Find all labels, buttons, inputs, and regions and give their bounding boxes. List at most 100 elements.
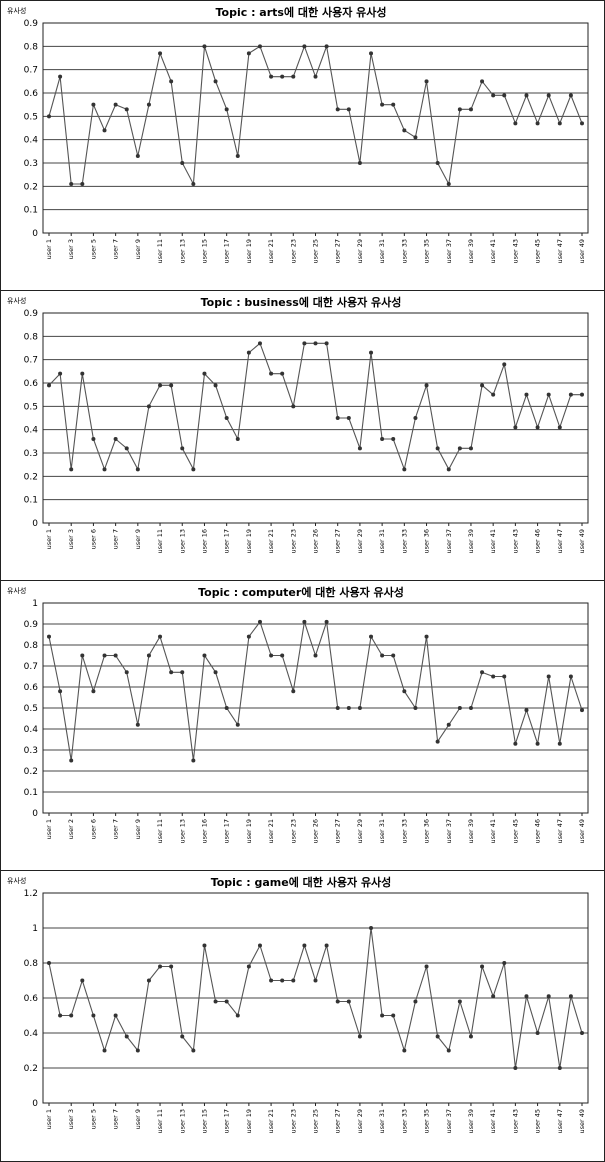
data-point	[202, 44, 207, 49]
data-point	[80, 182, 85, 186]
data-point	[557, 121, 562, 126]
x-tick-label: user 15	[200, 239, 208, 264]
y-tick-label: 0.4	[24, 426, 39, 436]
x-tick-label: user 6	[89, 819, 97, 839]
data-point	[491, 994, 496, 999]
plot-frame	[42, 22, 589, 234]
data-point	[468, 446, 473, 451]
x-tick-label: user 3	[67, 529, 75, 549]
data-point	[402, 689, 407, 694]
chart-svg: Topic : game에 대한 사용자 유사성 유사성 0 0.2 0.4 0.6 0.8…	[7, 875, 589, 1134]
data-point	[480, 964, 485, 969]
data-point	[568, 93, 573, 98]
x-tick-label: user 26	[312, 819, 320, 844]
y-tick-label: 0	[32, 1099, 38, 1109]
data-point	[58, 371, 63, 376]
data-point	[58, 74, 63, 79]
data-point	[47, 961, 51, 965]
data-point	[91, 102, 96, 107]
data-point	[158, 383, 163, 388]
data-point	[524, 93, 529, 98]
x-tick-label: user 16	[200, 529, 208, 554]
x-tick-label: user 3	[67, 239, 75, 259]
data-point	[502, 674, 507, 679]
data-point	[135, 1048, 140, 1053]
x-tick-label: user 7	[112, 239, 120, 259]
x-tick-label: user 39	[467, 239, 475, 264]
x-tick-label: user 2	[67, 819, 75, 839]
x-tick-label: user 46	[534, 529, 542, 554]
data-point	[380, 102, 385, 107]
x-tick-label: user 26	[312, 529, 320, 554]
chart-title: Topic : computer에 대한 사용자 유사성	[198, 585, 404, 599]
data-point	[180, 670, 185, 675]
y-tick-label: 0.7	[24, 662, 38, 672]
y-tick-label: 0.3	[24, 746, 38, 756]
data-point	[169, 964, 174, 969]
data-point	[91, 1013, 96, 1018]
data-point	[158, 634, 163, 639]
data-point	[313, 74, 318, 79]
data-point	[369, 51, 374, 56]
y-tick-label: 0.5	[24, 112, 38, 122]
data-point	[380, 1013, 385, 1018]
data-point	[135, 722, 140, 727]
data-point	[291, 74, 296, 79]
data-point	[91, 689, 96, 694]
data-point	[413, 416, 418, 420]
x-tick-label: user 9	[134, 819, 142, 839]
data-point	[302, 341, 307, 346]
data-point	[402, 128, 407, 133]
data-point	[280, 371, 285, 376]
data-point	[513, 121, 518, 126]
data-point	[246, 51, 251, 56]
data-point	[580, 121, 584, 126]
x-tick-label: user 21	[267, 819, 275, 844]
data-point	[213, 79, 218, 84]
data-point	[491, 93, 496, 98]
data-point	[47, 383, 51, 388]
x-tick-label: user 19	[245, 819, 253, 844]
x-tick-label: user 45	[511, 819, 519, 844]
data-point	[313, 341, 318, 346]
x-tick-label: user 49	[578, 1109, 586, 1134]
data-point	[335, 416, 340, 420]
data-point	[91, 437, 96, 441]
x-tick-label: user 36	[423, 529, 431, 554]
data-point	[280, 978, 285, 983]
x-tick-label: user 9	[134, 239, 142, 259]
data-point	[291, 689, 296, 694]
data-point	[480, 79, 485, 84]
data-point	[69, 1013, 74, 1018]
x-tick-label: user 37	[445, 1109, 453, 1134]
data-point	[180, 1034, 185, 1039]
y-axis-label: 유사성	[7, 586, 26, 595]
data-point	[546, 674, 551, 679]
x-tick-label: user 27	[334, 529, 342, 554]
data-point	[269, 653, 274, 658]
data-point	[557, 1066, 562, 1070]
y-tick-label: 0.8	[24, 641, 39, 651]
chart-panel-4: Topic : game에 대한 사용자 유사성 유사성 0 0.2 0.4 0.6 0.8…	[1, 871, 604, 1161]
data-point	[513, 741, 518, 746]
data-point	[202, 943, 207, 948]
data-point	[69, 758, 74, 763]
data-point	[369, 350, 374, 355]
data-point	[135, 467, 140, 472]
x-tick-label: user 13	[178, 819, 186, 844]
x-tick-label: user 29	[356, 239, 364, 264]
data-point	[357, 1034, 362, 1039]
y-tick-label: 0.6	[24, 89, 39, 99]
data-point	[568, 674, 573, 679]
x-tick-label: user 31	[378, 239, 386, 264]
data-point	[191, 758, 196, 763]
x-tick-label: user 19	[245, 1109, 253, 1134]
x-tick-label: user 21	[267, 529, 275, 554]
data-point	[457, 999, 462, 1004]
x-tick-label: user 27	[334, 1109, 342, 1134]
data-point	[424, 383, 429, 388]
y-tick-label: 1	[32, 924, 38, 934]
x-tick-label: user 49	[578, 239, 586, 264]
y-tick-label: 0.2	[24, 767, 38, 777]
x-tick-label: user 19	[245, 529, 253, 554]
